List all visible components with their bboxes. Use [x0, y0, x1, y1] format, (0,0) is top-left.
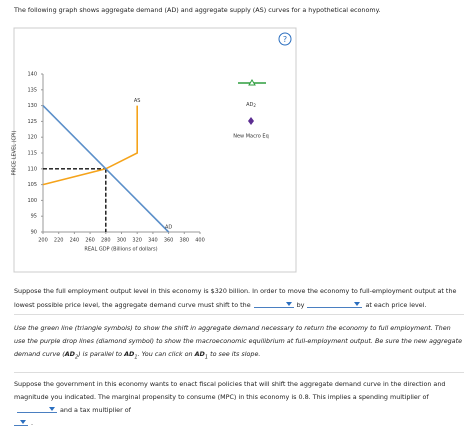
y-tick-label: 100 — [27, 198, 37, 204]
help-icon[interactable] — [278, 32, 292, 46]
x-tick-label: 320 — [132, 238, 142, 244]
instructions: Use the green line (triangle symbols) to… — [14, 322, 464, 364]
y-tick-label: 95 — [31, 214, 37, 220]
dropdown[interactable] — [14, 418, 28, 426]
intro: The following graph shows aggregate dema… — [14, 6, 381, 14]
series-line — [42, 105, 138, 186]
text: . You can click on — [137, 350, 195, 358]
help-label[interactable]: ? — [283, 35, 287, 44]
x-tick-label: 360 — [164, 238, 174, 244]
text: Suppose the government in this economy w… — [14, 380, 446, 401]
y-tick-label: 130 — [27, 103, 37, 109]
separator — [14, 372, 464, 373]
sub: 2 — [74, 354, 79, 361]
macro-eq-tool[interactable] — [248, 117, 254, 125]
text: ) is parallel to — [78, 350, 125, 358]
x-tick-label: 340 — [148, 238, 158, 244]
y-tick-label: 120 — [27, 135, 37, 141]
x-tick-label: 280 — [101, 238, 111, 244]
text: . — [31, 419, 34, 427]
question-2: Suppose the government in this economy w… — [14, 378, 464, 430]
y-tick-label: 125 — [27, 119, 37, 125]
y-tick-label: 135 — [27, 87, 37, 93]
series-label: AS — [134, 98, 141, 104]
y-tick-label: 140 — [27, 72, 37, 78]
sub: 1 — [134, 354, 138, 361]
sub: 1 — [204, 354, 209, 361]
y-tick-label: 115 — [27, 151, 37, 157]
y-axis-label: PRICE LEVEL (CPI) — [12, 130, 18, 175]
chart-panel — [13, 27, 297, 273]
y-tick-label: 105 — [27, 182, 37, 188]
text: and a tax multiplier of — [60, 406, 131, 414]
text: at each price level. — [365, 301, 427, 309]
ad2-tool-label[interactable]: AD2 — [246, 102, 256, 109]
y-tick-label: 110 — [27, 166, 37, 172]
series-line — [42, 105, 170, 233]
page: The following graph shows aggregate dema… — [11, 6, 464, 427]
question-1: Suppose the full employment output level… — [14, 284, 464, 312]
text[interactable]: AD — [194, 350, 205, 358]
ad2-tool-triangle[interactable] — [248, 79, 256, 86]
dropdown[interactable] — [253, 300, 294, 308]
x-tick-label: 260 — [85, 238, 95, 244]
x-tick-label: 380 — [180, 238, 190, 244]
separator — [14, 314, 464, 315]
x-tick-label: 220 — [54, 238, 64, 244]
text: AD — [64, 350, 75, 358]
series-label: AD — [165, 225, 172, 231]
text: to see its slope. — [208, 350, 261, 358]
text: AD — [124, 350, 135, 358]
dropdown[interactable] — [307, 300, 363, 308]
macro-eq-tool-label[interactable]: New Macro Eq — [233, 134, 269, 140]
chart: ? PRICE LEVEL (CPI) REAL GDP (Billions o… — [12, 27, 297, 273]
text: Suppose the full employment output level… — [14, 287, 457, 309]
text: by — [296, 301, 305, 309]
x-tick-label: 300 — [117, 238, 127, 244]
tool-label[interactable]: AD — [246, 102, 253, 108]
x-tick-label: 400 — [195, 238, 205, 244]
y-tick-label: 90 — [31, 230, 37, 236]
tool-sub[interactable]: 2 — [253, 103, 256, 108]
text: Use the green line (triangle symbols) to… — [14, 324, 463, 358]
x-tick-label: 200 — [38, 238, 48, 244]
dropdown[interactable] — [17, 405, 57, 413]
x-tick-label: 240 — [70, 238, 80, 244]
x-axis-label: REAL GDP (Billions of dollars) — [84, 247, 157, 253]
